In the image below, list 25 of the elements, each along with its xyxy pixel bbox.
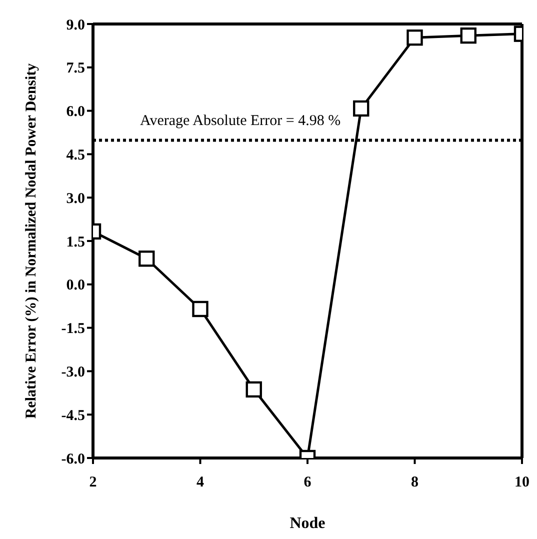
- point: [138, 250, 155, 267]
- x-tick-label: 4: [196, 474, 204, 491]
- point: [406, 30, 423, 46]
- x-tick-label: 10: [514, 474, 530, 491]
- x-tick-label: 6: [304, 474, 312, 491]
- y-tick-label: -4.5: [61, 408, 85, 424]
- point: [460, 27, 476, 44]
- y-tick-label: 4.5: [66, 148, 85, 164]
- y-axis-title: Relative Error (%) in Normalized Nodal Power Density: [23, 62, 40, 419]
- y-tick-label: 7.5: [66, 60, 85, 77]
- x-tick-label: 2: [89, 474, 97, 491]
- y-tick-label: -6.0: [61, 451, 85, 468]
- y-tick-label: 1.5: [66, 234, 85, 250]
- y-tick-label: 0.0: [66, 278, 85, 294]
- y-tick-label: 3.0: [66, 190, 85, 207]
- y-tick-label: 9.0: [66, 17, 85, 34]
- point: [353, 100, 370, 117]
- y-tick-label: -3.0: [61, 364, 85, 381]
- x-axis-title: Node: [290, 515, 326, 532]
- y-tick-label: -1.5: [61, 321, 85, 338]
- y-tick-label: 6.0: [66, 104, 85, 120]
- ref-line-label: Average Absolute Error = 4.98 %: [140, 112, 341, 129]
- x-tick-label: 8: [411, 474, 418, 491]
- point: [246, 381, 262, 398]
- point: [192, 300, 208, 318]
